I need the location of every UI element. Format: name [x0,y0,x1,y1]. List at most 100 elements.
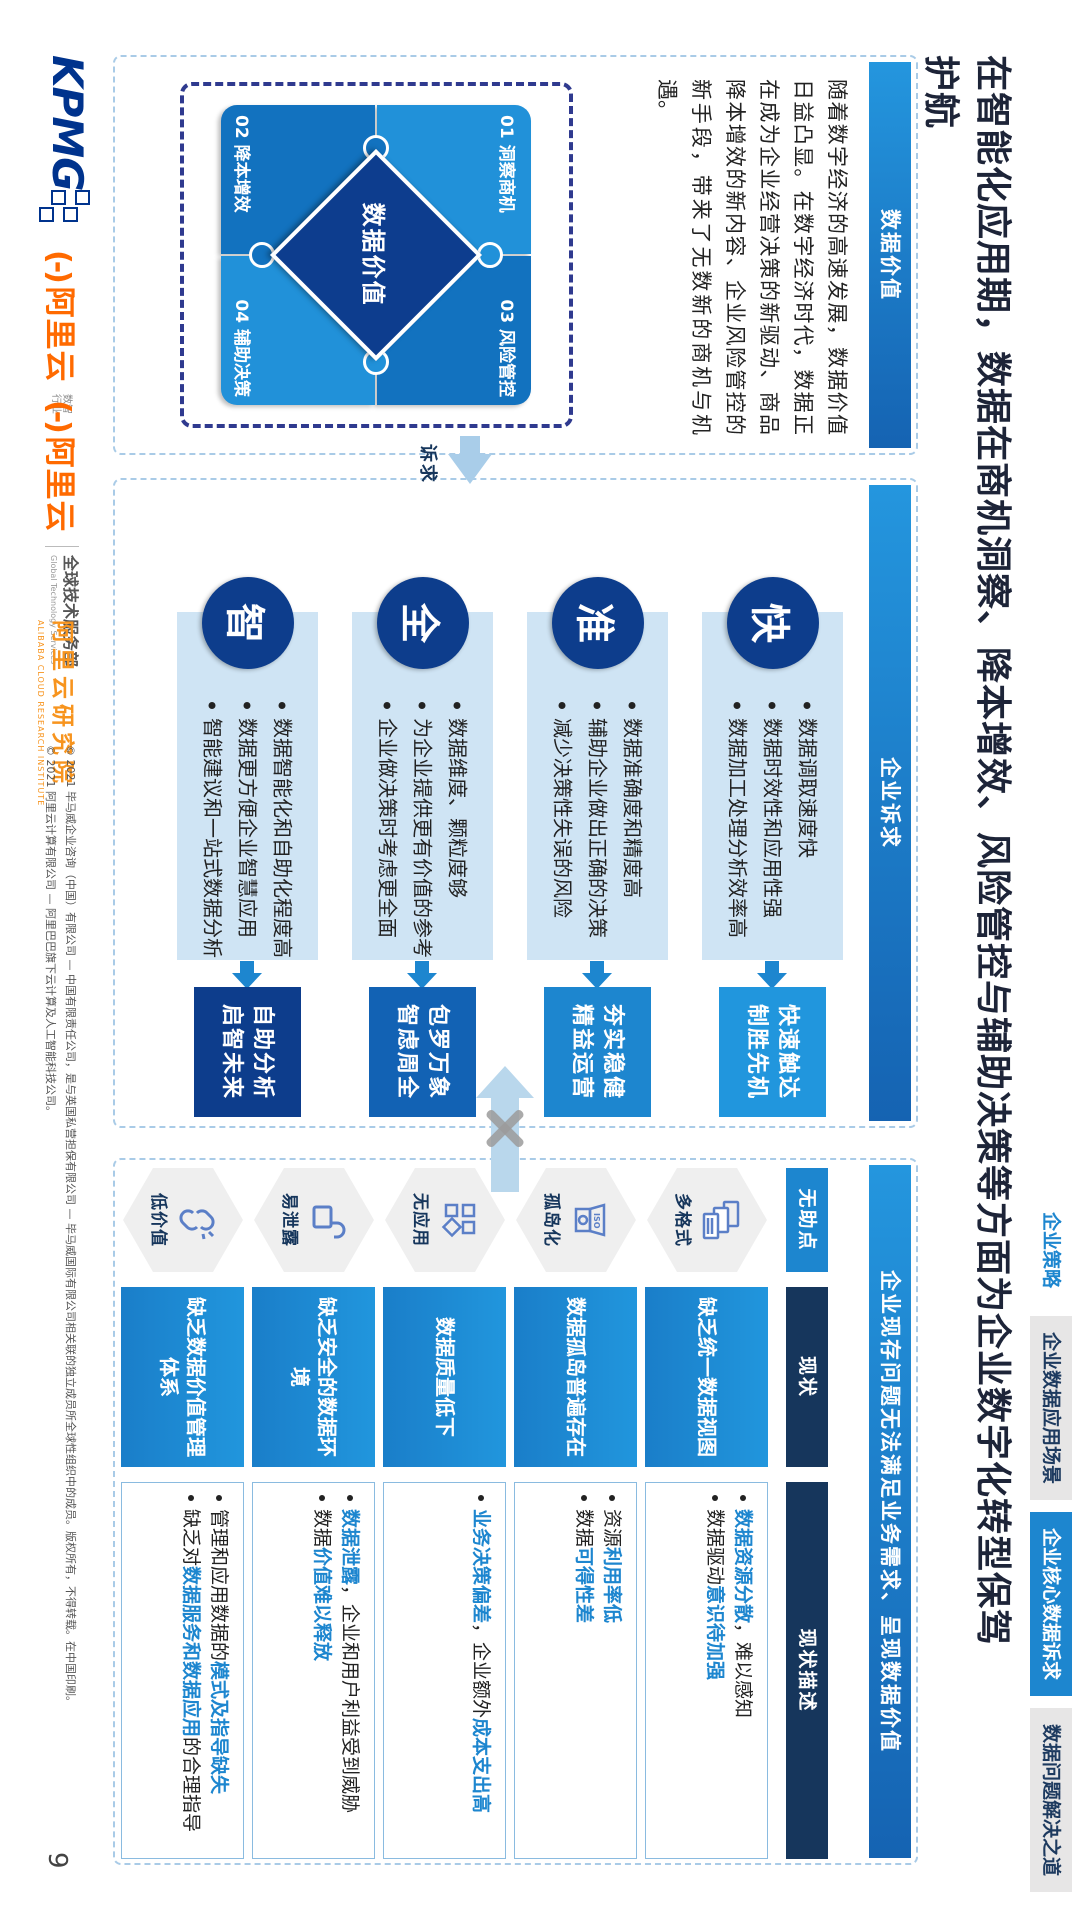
bullet: 数据准确度和精度高 [615,702,650,958]
desc-bullet: 数据资源分散，难以感知 [729,1495,757,1846]
demand-slogan-box: 夯实稳健 精益运营 [544,987,651,1117]
status-description-box: 业务决策偏差，企业额外成本支出高 [383,1482,506,1859]
slogan-line: 包罗万象 [425,1003,451,1100]
kpmg-logo-square [39,207,54,222]
hexagon-multi-format: 多格式 [647,1168,767,1272]
bullet: 数据加工处理分析效率高 [720,702,755,958]
desc-bullet: 数据可得性差 [570,1495,598,1846]
bullet: 智能建议和一站式数据分析 [195,702,230,958]
demand-arrow: 诉求 [416,432,492,496]
section-current-problems: 企业现存问题无法满足业务需求、呈现数据价值 无助点 现状 现状描述 多格式 缺乏… [113,1158,918,1865]
iso-disk-icon: ISO [571,1199,611,1241]
status-box: 缺乏统一数据视图 [645,1287,768,1467]
demand-arrow-stem [460,436,480,456]
problem-row-data-silo: ISO 孤岛化 数据孤岛普遍存在 资源利用率低 数据可得性差 [514,1160,637,1867]
bullet: 减少决策性失误的风险 [545,702,580,958]
hexagon-label: 低价值 [148,1193,169,1247]
section-enterprise-demands-header: 企业诉求 [869,485,911,1121]
status-description-box: 资源利用率低 数据可得性差 [514,1482,637,1859]
data-value-paragraph: 随着数字经济的高速发展，数据价值日益凸显。在数字经济时代，数据正在成为企业经营决… [655,79,849,435]
puzzle-label-risk: 03 风险管控 [496,299,517,397]
desc-bullet: 业务决策偏差，企业额外成本支出高 [467,1495,495,1846]
documents-icon [702,1199,742,1241]
puzzle-frame: 01 洞察商机 03 风险管控 02 降本增效 04 辅助决策 数据价值 [180,82,573,428]
status-description-box: 管理和应用数据的模式及指导缺失 缺乏对数据服务和数据应用的合理指导 [121,1482,244,1859]
page-number: 9 [42,1852,72,1869]
desc-bullet: 管理和应用数据的模式及指导缺失 [205,1495,233,1846]
demand-bullets: 数据维度、颗粒度够 为企业提供更有价值的参考 企业做决策时考虑更全面 [370,702,475,958]
hexagon-label: 多格式 [672,1193,693,1247]
problem-row-easy-leak: 易泄露 缺乏安全的数据环境 数据泄露，企业和用户利益受到威胁 数据价值难以释放 [252,1160,375,1867]
hexagon-low-value: 低价值 [123,1168,243,1272]
hexagon-easy-leak: 易泄露 [254,1168,374,1272]
demand-bullets: 数据准确度和精度高 辅助企业做出正确的决策 减少决策性失误的风险 [545,702,650,958]
bullet: 数据智能化和自助化程度高 [265,702,300,958]
section-current-problems-header: 企业现存问题无法满足业务需求、呈现数据价值 [869,1165,911,1858]
copyright-text: © 2021 毕马威企业咨询（中国）有限公司 — 中国有限责任公司，是与英国私营… [40,745,80,1825]
demand-circle-accurate: 准 [552,577,644,669]
desc-bullet: 数据泄露，企业和用户利益受到威胁 [336,1495,364,1846]
hexagon-label: 无应用 [410,1193,431,1247]
tab-enterprise-strategy[interactable]: 企业策略 [1040,1211,1062,1288]
left-arrow-icon [476,1066,534,1098]
tab-core-data-demands[interactable]: 企业核心数据诉求 [1030,1511,1072,1696]
demand-bullets: 数据调取速度快 数据时效性和应用性强 数据加工处理分析效率高 [720,702,825,958]
puzzle-center-label: 数据价值 [360,203,388,307]
demand-slogan-box: 包罗万象 智虑周全 [369,987,476,1117]
bullet: 数据时效性和应用性强 [755,702,790,958]
status-description-box: 数据泄露，企业和用户利益受到威胁 数据价值难以释放 [252,1482,375,1859]
kpmg-logo: KPMG [39,55,92,222]
demand-row-fast: 快 数据调取速度快 数据时效性和应用性强 数据加工处理分析效率高 快速触达 制胜… [694,480,851,1130]
slogan-line: 精益运营 [569,1003,595,1100]
demand-circle-fast: 快 [727,577,819,669]
desc-bullet: 数据价值难以释放 [308,1495,336,1846]
alibaba-cloud-wordmark: 阿里云 [41,436,77,533]
demand-bullets: 数据智能化和自助化程度高 数据更方便企业智慧应用 智能建议和一站式数据分析 [195,702,300,958]
broken-link-icon [178,1199,218,1241]
status-box: 缺乏数据价值管理体系 [121,1287,244,1467]
shapes-icon [440,1199,480,1241]
bullet: 数据调取速度快 [790,702,825,958]
section-tabs: 企业策略 企业数据应用场景 企业核心数据诉求 数据问题解决之道 [1030,1196,1072,1892]
slogan-line: 快速触达 [775,1003,801,1100]
desc-bullet: 缺乏对数据服务和数据应用的合理指导 [177,1495,205,1846]
problem-row-low-value: 低价值 缺乏数据价值管理体系 管理和应用数据的模式及指导缺失 缺乏对数据服务和数… [121,1160,244,1867]
open-lock-icon [309,1199,349,1241]
kpmg-logo-square [75,190,90,205]
kpmg-logo-square [51,190,66,205]
demand-row-accurate: 准 数据准确度和精度高 辅助企业做出正确的决策 减少决策性失误的风险 夯实稳健 … [519,480,676,1130]
section-data-value-header: 数据价值 [869,62,911,448]
section-enterprise-demands: 企业诉求 快 数据调取速度快 数据时效性和应用性强 数据加工处理分析效率高 快速… [113,478,918,1128]
puzzle-label-decision: 04 辅助决策 [231,299,252,397]
kpmg-wordmark: KPMG [43,55,92,191]
tab-data-problem-solutions[interactable]: 数据问题解决之道 [1030,1707,1072,1892]
slogan-line: 夯实稳健 [600,1003,626,1100]
slogan-line: 自助分析 [250,1003,276,1100]
demand-circle-smart: 智 [202,577,294,669]
alibaba-cloud-wordmark: 阿里云 [41,286,77,383]
copyright-line-kpmg: © 2021 毕马威企业咨询（中国）有限公司 — 中国有限责任公司，是与英国私营… [64,745,77,1707]
demand-slogan-box: 快速触达 制胜先机 [719,987,826,1117]
bullet: 企业做决策时考虑更全面 [370,702,405,958]
status-box: 数据质量低下 [383,1287,506,1467]
hexagon-no-application: 无应用 [385,1168,505,1272]
blocked-arrow [476,1066,534,1192]
slogan-line: 启智未来 [219,1003,245,1100]
column-header-pain-point: 无助点 [786,1168,828,1272]
puzzle-label-cost: 02 降本增效 [231,115,252,213]
bullet: 为企业提供更有价值的参考 [405,702,440,958]
demand-arrow-label: 诉求 [417,444,438,484]
puzzle-label-insight: 01 洞察商机 [496,115,517,213]
section-data-value: 数据价值 随着数字经济的高速发展，数据价值日益凸显。在数字经济时代，数据正在成为… [113,55,918,455]
tab-data-application-scenes[interactable]: 企业数据应用场景 [1030,1315,1072,1500]
alibaba-cloud-bracket-icon: (-) [41,400,76,431]
demand-slogan-box: 自助分析 启智未来 [194,987,301,1117]
kpmg-logo-square [63,207,78,222]
hexagon-label: 孤岛化 [541,1193,562,1247]
page-title: 在智能化应用期，数据在商机洞察、降本增效、风险管控与辅助决策等方面为企业数字化转… [920,55,1013,1647]
data-value-puzzle: 01 洞察商机 03 风险管控 02 降本增效 04 辅助决策 数据价值 [221,105,532,405]
demand-row-smart: 智 数据智能化和自助化程度高 数据更方便企业智慧应用 智能建议和一站式数据分析 … [169,480,326,1130]
column-header-status-desc: 现状描述 [786,1482,828,1859]
problem-row-multi-format: 多格式 缺乏统一数据视图 数据资源分散，难以感知 数据驱动意识待加强 [645,1160,768,1867]
